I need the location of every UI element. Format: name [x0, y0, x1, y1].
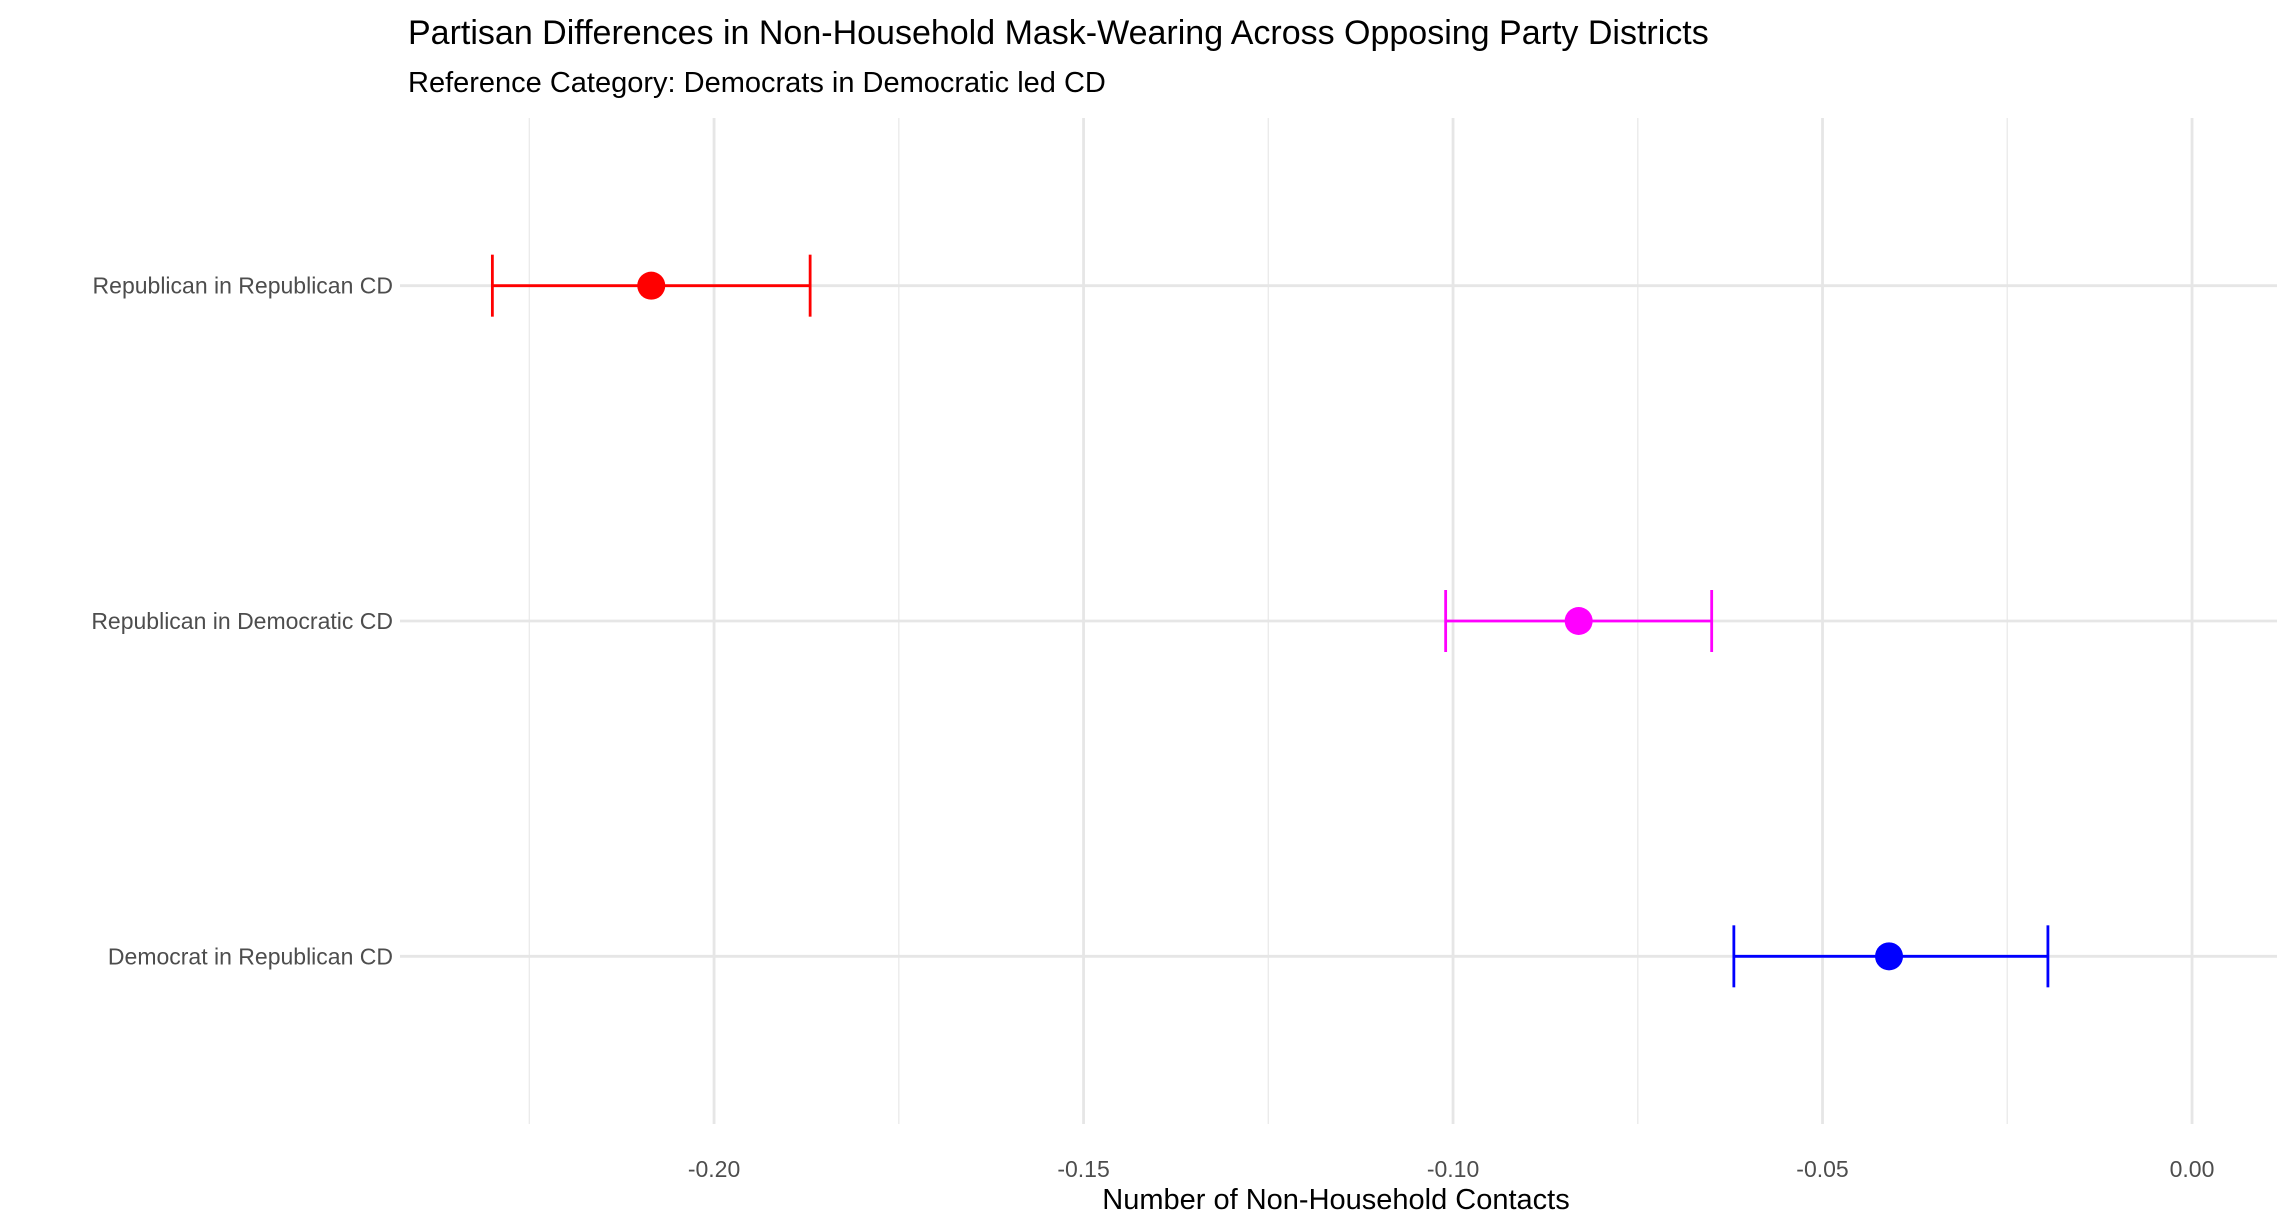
estimate-point — [637, 271, 666, 300]
error-bar-group — [1732, 925, 2050, 988]
x-tick-label: -0.10 — [1427, 1156, 1479, 1182]
x-tick-label: -0.05 — [1796, 1156, 1848, 1182]
chart-title: Partisan Differences in Non-Household Ma… — [408, 14, 1709, 52]
error-bar-group — [490, 254, 812, 317]
estimate-point — [1875, 942, 1904, 971]
estimate-point — [1564, 607, 1593, 635]
y-tick-label: Democrat in Republican CD — [108, 943, 393, 969]
error-bars — [490, 254, 2050, 988]
y-axis-labels: Republican in Republican CD Republican in… — [91, 273, 393, 970]
x-axis-labels: -0.20 -0.15 -0.10 -0.05 0.00 — [688, 1156, 2215, 1182]
x-tick-label: -0.20 — [688, 1156, 740, 1182]
y-tick-label: Republican in Republican CD — [93, 273, 393, 299]
chart-subtitle: Reference Category: Democrats in Democra… — [408, 67, 1106, 99]
x-tick-label: -0.15 — [1057, 1156, 1109, 1182]
x-tick-label: 0.00 — [2170, 1156, 2215, 1182]
y-tick-label: Republican in Democratic CD — [91, 608, 393, 634]
error-bar-group — [1444, 590, 1714, 652]
x-axis-title: Number of Non-Household Contacts — [1102, 1184, 1569, 1216]
